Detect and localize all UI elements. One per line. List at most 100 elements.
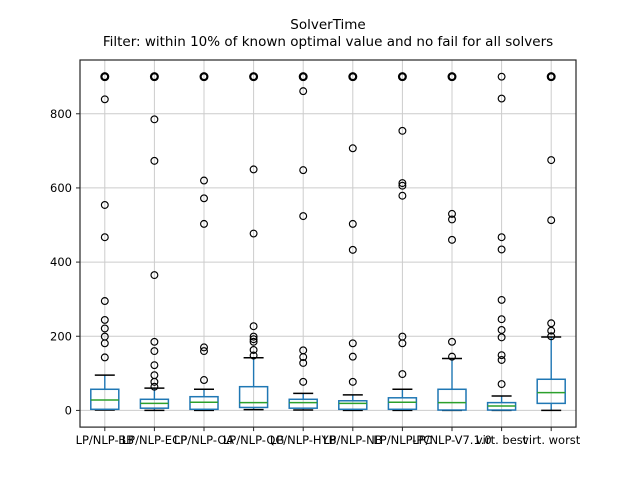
x-tick-label: LP/NLP-OA	[174, 433, 234, 447]
outlier-marker	[150, 271, 159, 280]
outlier-marker	[100, 201, 109, 209]
iqr-box	[238, 385, 269, 409]
outlier-marker	[546, 72, 556, 82]
outlier-marker	[348, 144, 357, 153]
iqr-box	[437, 388, 467, 411]
x-tick-label: LP/NLP-QG	[223, 433, 284, 447]
outlier-marker	[348, 72, 358, 82]
outlier-marker	[100, 95, 109, 104]
outlier-marker	[249, 229, 258, 238]
outlier-marker	[299, 377, 308, 386]
chart-title: SolverTime	[290, 17, 366, 33]
outlier-marker	[547, 332, 556, 341]
outlier-marker	[249, 345, 258, 354]
y-tick-label: 600	[50, 181, 72, 195]
outlier-marker	[100, 315, 109, 324]
outlier-marker	[200, 176, 208, 185]
outlier-marker	[150, 382, 159, 391]
outlier-marker	[547, 156, 556, 165]
outlier-marker	[348, 219, 357, 228]
outlier-marker	[497, 351, 506, 360]
outlier-marker	[298, 72, 308, 82]
outlier-marker	[397, 72, 407, 82]
chart-subtitle: Filter: within 10% of known optimal valu…	[102, 34, 554, 50]
x-tick-label: virt. worst	[522, 433, 581, 447]
outlier-marker	[448, 337, 456, 346]
outlier-marker	[398, 126, 407, 135]
outlier-marker	[497, 94, 506, 103]
outlier-marker	[150, 337, 159, 346]
x-tick-label: LP/NLP-PC	[373, 433, 431, 447]
outlier-marker	[199, 72, 209, 82]
outlier-marker	[150, 371, 159, 380]
iqr-box	[338, 400, 368, 411]
outlier-marker	[150, 347, 159, 356]
outlier-marker	[497, 245, 506, 254]
outlier-marker	[348, 352, 357, 361]
outlier-marker	[398, 181, 407, 190]
outlier-marker	[249, 337, 258, 346]
outlier-marker	[547, 326, 556, 335]
outlier-marker	[249, 72, 259, 82]
outlier-marker	[448, 209, 456, 218]
outlier-marker	[398, 191, 407, 200]
outlier-marker	[249, 322, 258, 331]
outlier-marker	[497, 325, 506, 334]
outlier-marker	[100, 332, 109, 341]
outlier-marker	[497, 295, 506, 304]
x-tick-label: LP/NLP-ECP	[122, 433, 187, 447]
axes-frame	[79, 59, 577, 428]
outlier-marker	[448, 235, 456, 244]
iqr-box	[536, 378, 566, 405]
outlier-marker	[249, 351, 258, 360]
outlier-marker	[348, 339, 357, 348]
outlier-marker	[100, 353, 109, 362]
outlier-marker	[448, 352, 456, 361]
outlier-marker	[299, 87, 308, 96]
outlier-marker	[149, 72, 159, 82]
outlier-marker	[249, 332, 258, 341]
outlier-marker	[200, 376, 208, 384]
x-tick-label: LP/NLP-HYB	[270, 433, 337, 447]
outlier-marker	[299, 358, 308, 367]
outlier-marker	[249, 335, 258, 344]
x-tick-label: LP/NLP-NB	[323, 433, 383, 447]
outlier-marker	[200, 343, 208, 352]
outlier-marker	[497, 380, 506, 389]
outlier-marker	[497, 356, 506, 364]
outlier-marker	[348, 245, 357, 254]
outlier-marker	[547, 319, 556, 328]
outlier-marker	[447, 72, 457, 82]
y-tick-label: 200	[50, 329, 72, 343]
outlier-marker	[547, 216, 556, 225]
x-tick-label: virt. best	[476, 433, 528, 447]
outlier-marker	[299, 346, 308, 355]
outlier-marker	[100, 72, 110, 82]
outlier-marker	[299, 212, 308, 221]
outlier-marker	[150, 361, 159, 370]
iqr-box	[288, 398, 318, 409]
outlier-marker	[100, 324, 109, 333]
outlier-marker	[497, 233, 506, 242]
outlier-marker	[398, 179, 407, 188]
outlier-marker	[100, 233, 109, 242]
outlier-marker	[348, 377, 357, 386]
y-tick-label: 0	[65, 403, 72, 417]
outlier-marker	[497, 315, 506, 324]
outlier-marker	[398, 332, 407, 341]
outlier-marker	[299, 166, 308, 175]
outlier-marker	[100, 297, 109, 306]
outlier-marker	[200, 347, 208, 356]
x-tick-label: LP/NLP-V7.1.0	[412, 433, 492, 447]
y-tick-label: 400	[50, 255, 72, 269]
outlier-marker	[249, 165, 258, 174]
outlier-marker	[150, 115, 159, 124]
outlier-marker	[200, 219, 208, 228]
iqr-box	[387, 397, 418, 411]
outlier-marker	[200, 194, 208, 203]
outlier-marker	[398, 370, 407, 379]
outlier-marker	[448, 215, 456, 224]
x-tick-label: LP/NLP-BB	[76, 433, 135, 447]
y-tick-label: 800	[50, 107, 72, 121]
